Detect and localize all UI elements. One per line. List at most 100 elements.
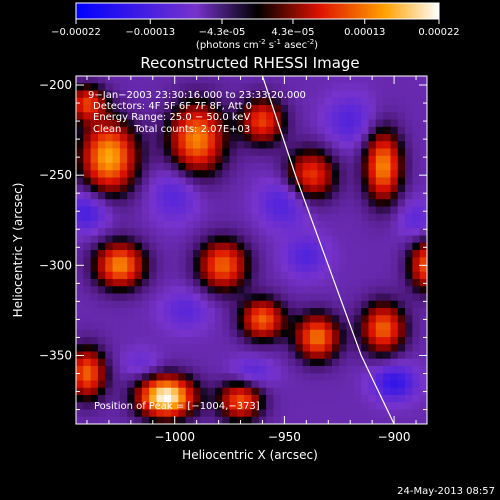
heatmap-cell	[222, 90, 231, 99]
heatmap-cell	[97, 293, 106, 302]
heatmap-cell	[156, 221, 165, 229]
heatmap-cell	[405, 148, 413, 157]
heatmap-cell	[390, 206, 399, 215]
heatmap-cell	[83, 199, 92, 208]
heatmap-cell	[317, 199, 326, 208]
heatmap-cell	[83, 373, 92, 382]
heatmap-cell	[171, 395, 179, 403]
heatmap-cell	[310, 213, 318, 222]
heatmap-cell	[302, 329, 311, 338]
heatmap-cell	[353, 351, 362, 360]
heatmap-cell	[83, 315, 92, 324]
heatmap-cell	[214, 380, 223, 389]
heatmap-cell	[214, 409, 223, 418]
heatmap-cell	[273, 83, 282, 92]
heatmap-cell	[419, 83, 427, 92]
heatmap-cell	[127, 177, 136, 186]
heatmap-cell	[229, 322, 238, 331]
heatmap-cell	[127, 83, 136, 92]
heatmap-cell	[251, 228, 260, 237]
heatmap-cell	[368, 242, 377, 251]
heatmap-cell	[368, 344, 377, 353]
heatmap-cell	[258, 119, 267, 128]
heatmap-cell	[339, 199, 348, 208]
heatmap-cell	[244, 206, 253, 215]
heatmap-cell	[244, 271, 253, 280]
heatmap-cell	[76, 105, 84, 113]
heatmap-cell	[310, 105, 318, 113]
heatmap-cell	[339, 395, 348, 403]
heatmap-cell	[207, 83, 216, 92]
heatmap-cell	[346, 213, 355, 222]
heatmap-cell	[266, 344, 275, 353]
heatmap-cell	[119, 344, 128, 353]
heatmap-cell	[105, 83, 114, 92]
heatmap-cell	[280, 155, 289, 164]
heatmap-cell	[361, 308, 370, 316]
heatmap-cell	[288, 213, 296, 222]
heatmap-cell	[119, 257, 128, 266]
heatmap-cell	[251, 126, 260, 135]
heatmap-cell	[83, 126, 92, 135]
heatmap-cell	[302, 192, 311, 200]
heatmap-cell	[273, 308, 282, 316]
heatmap-cell	[295, 250, 304, 258]
heatmap-cell	[368, 387, 377, 396]
heatmap-cell	[97, 184, 106, 193]
heatmap-cell	[361, 192, 370, 200]
heatmap-cell	[83, 163, 92, 171]
heatmap-cell	[127, 366, 136, 374]
heatmap-cell	[193, 373, 201, 382]
heatmap-cell	[171, 141, 179, 150]
heatmap-cell	[339, 177, 348, 186]
heatmap-cell	[207, 344, 216, 353]
heatmap-cell	[207, 97, 216, 106]
heatmap-cell	[222, 271, 231, 280]
heatmap-cell	[295, 235, 304, 244]
heatmap-cell	[302, 105, 311, 113]
heatmap-cell	[419, 192, 427, 200]
heatmap-cell	[302, 315, 311, 324]
heatmap-cell	[156, 329, 165, 338]
heatmap-cell	[361, 315, 370, 324]
heatmap-cell	[419, 134, 427, 142]
heatmap-cell	[295, 366, 304, 374]
heatmap-cell	[171, 112, 179, 121]
heatmap-cell	[105, 344, 114, 353]
heatmap-cell	[200, 402, 209, 411]
heatmap-cell	[258, 163, 267, 171]
heatmap-cell	[171, 97, 179, 106]
heatmap-cell	[214, 228, 223, 237]
heatmap-cell	[236, 97, 245, 106]
heatmap-cell	[236, 170, 245, 179]
heatmap-cell	[112, 373, 121, 382]
heatmap-cell	[193, 126, 201, 135]
heatmap-cell	[163, 300, 172, 309]
heatmap-cell	[310, 141, 318, 150]
heatmap-cell	[251, 416, 260, 424]
heatmap-cell	[229, 358, 238, 367]
heatmap-cell	[273, 337, 282, 345]
heatmap-cell	[310, 192, 318, 200]
heatmap-cell	[353, 358, 362, 367]
heatmap-cell	[236, 344, 245, 353]
heatmap-cell	[251, 286, 260, 295]
heatmap-cell	[339, 76, 348, 84]
heatmap-cell	[163, 141, 172, 150]
heatmap-cell	[361, 235, 370, 244]
heatmap-cell	[83, 395, 92, 403]
heatmap-cell	[331, 395, 340, 403]
heatmap-cell	[251, 257, 260, 266]
heatmap-cell	[310, 90, 318, 99]
heatmap-cell	[317, 337, 326, 345]
heatmap-cell	[119, 235, 128, 244]
heatmap-cell	[214, 358, 223, 367]
heatmap-cell	[317, 264, 326, 273]
heatmap-cell	[156, 395, 165, 403]
heatmap-cell	[317, 279, 326, 287]
heatmap-cell	[390, 105, 399, 113]
heatmap-cell	[266, 155, 275, 164]
heatmap-cell	[141, 228, 150, 237]
heatmap-cell	[280, 126, 289, 135]
heatmap-cell	[368, 250, 377, 258]
